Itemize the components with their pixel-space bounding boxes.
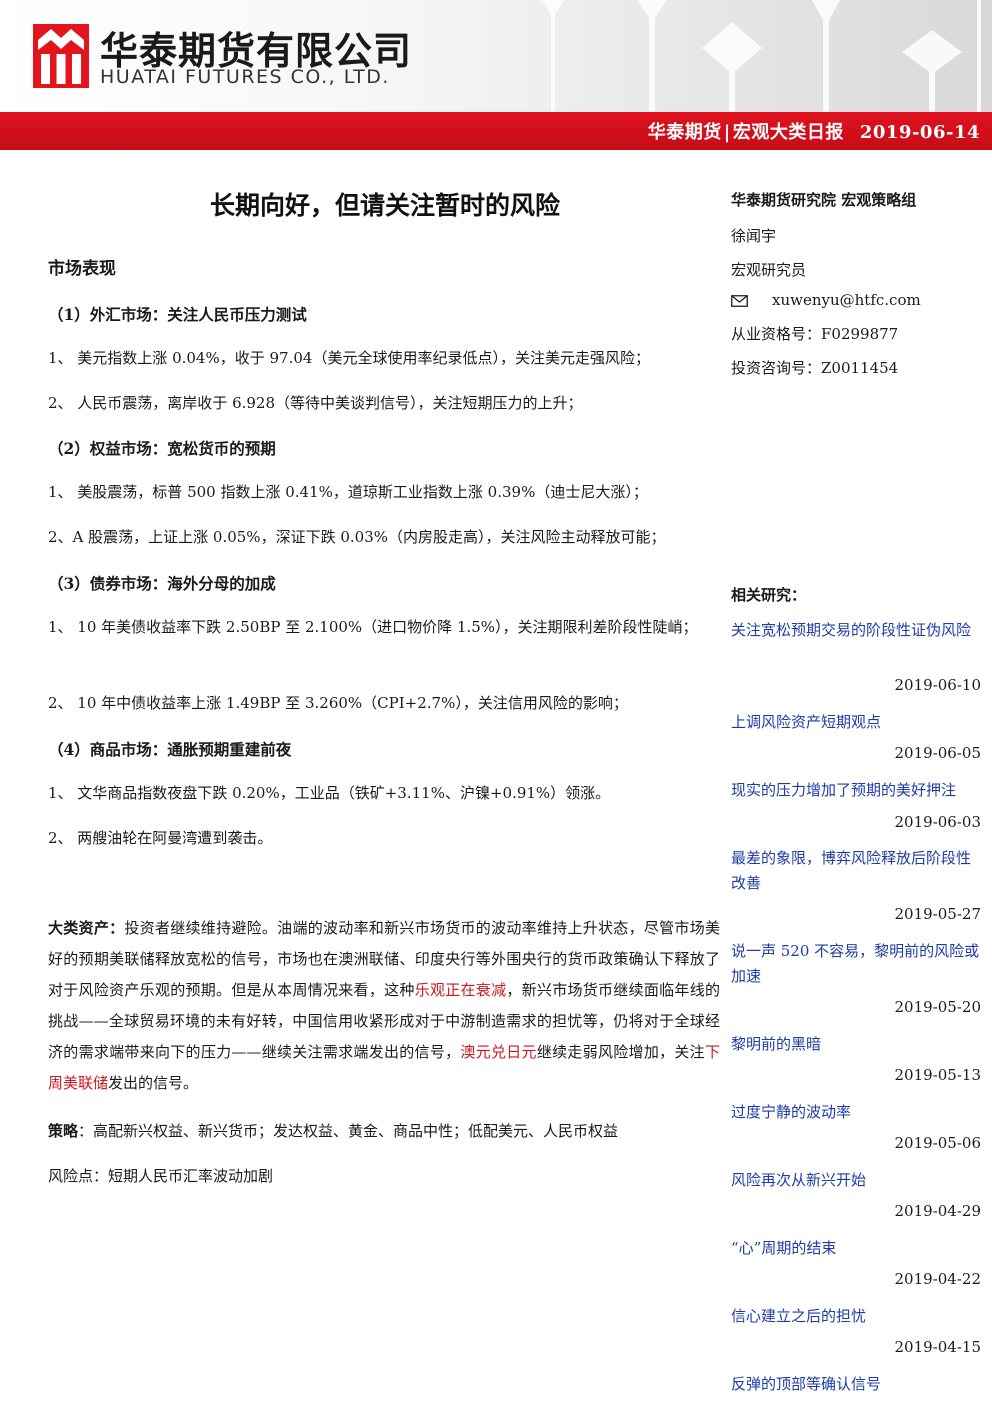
page-header: 华泰期货有限公司 HUATAI FUTURES CO., LTD. — [0, 0, 992, 112]
equity-item-2: 2、A 股震荡，上证上涨 0.05%，深证下跌 0.03%（内房股走高），关注风… — [48, 528, 666, 546]
related-date: 2019-06-05 — [894, 744, 981, 762]
research-org: 华泰期货研究院 宏观策略组 — [731, 191, 917, 209]
related-link[interactable]: 最差的象限，博弈风险释放后阶段性改善 — [731, 849, 972, 892]
related-date: 2019-05-27 — [894, 905, 981, 923]
related-link[interactable]: 说一声 520 不容易，黎明前的风险或加速 — [731, 942, 980, 985]
related-date: 2019-05-20 — [894, 998, 981, 1016]
asset-text-3: 继续走弱风险增加，关注 — [536, 1043, 705, 1061]
commodity-heading: （4）商品市场：通胀预期重建前夜 — [48, 740, 292, 759]
related-date: 2019-05-06 — [894, 1134, 981, 1152]
banner-date: 2019-06-14 — [859, 122, 980, 143]
asset-highlight-3: 下周美联储 — [48, 1043, 720, 1092]
commodity-item-2: 2、 两艘油轮在阿曼湾遭到袭击。 — [48, 829, 273, 847]
related-link[interactable]: 黎明前的黑暗 — [731, 1035, 822, 1053]
related-research-title: 相关研究： — [731, 586, 807, 604]
author-email[interactable]: xuwenyu@htfc.com — [772, 291, 921, 309]
related-link[interactable]: 关注宽松预期交易的阶段性证伪风险 — [731, 621, 972, 639]
banner-series: 宏观大类日报 — [732, 122, 844, 143]
company-name-cn: 华泰期货有限公司 — [100, 29, 413, 73]
related-date: 2019-06-10 — [894, 676, 981, 694]
asset-text-1: 投资者继续维持避险。油端的波动率和新兴市场货币的波动率维持上升状态，尽管市场美好… — [48, 919, 720, 999]
related-link[interactable]: 过度宁静的波动率 — [731, 1103, 852, 1121]
company-name-en: HUATAI FUTURES CO., LTD. — [100, 66, 390, 88]
fx-item-2: 2、 人民币震荡，离岸收于 6.928（等待中美谈判信号），关注短期压力的上升； — [48, 394, 583, 412]
asset-highlight-1: 乐观正在衰减 — [414, 981, 507, 999]
equity-item-1: 1、 美股震荡，标普 500 指数上涨 0.41%，道琼斯工业指数上涨 0.39… — [48, 483, 648, 501]
related-link[interactable]: 上调风险资产短期观点 — [731, 713, 882, 731]
banner-brand: 华泰期货 — [647, 122, 722, 143]
strategy-label: 策略 — [48, 1122, 79, 1140]
asset-colon: ： — [109, 919, 125, 937]
asset-text-2: ，新兴市场货币继续面临年线的挑战——全球贸易环境的未有好转，中国信用收紧形成对于… — [48, 981, 720, 1061]
report-banner: 华泰期货 | 宏观大类日报 2019-06-14 — [0, 112, 992, 150]
related-link[interactable]: 现实的压力增加了预期的美好押注 — [731, 781, 957, 799]
fx-heading: （1）外汇市场：关注人民币压力测试 — [48, 305, 307, 324]
equity-heading: （2）权益市场：宽松货币的预期 — [48, 439, 276, 458]
related-link[interactable]: 反弹的顶部等确认信号 — [731, 1375, 882, 1393]
asset-label: 大类资产 — [48, 919, 110, 937]
fx-item-1: 1、 美元指数上涨 0.04%，收于 97.04（美元全球使用率纪录低点），关注… — [48, 349, 650, 367]
asset-allocation-paragraph: 大类资产：投资者继续维持避险。油端的波动率和新兴市场货币的波动率维持上升状态，尽… — [48, 913, 720, 1099]
banner-text: 华泰期货 | 宏观大类日报 2019-06-14 — [648, 118, 980, 144]
related-date: 2019-06-03 — [894, 813, 981, 831]
bond-item-2: 2、 10 年中债收益率上涨 1.49BP 至 3.260%（CPI+2.7%）… — [48, 694, 628, 712]
strategy-text: ：高配新兴权益、新兴货币；发达权益、黄金、商品中性；低配美元、人民币权益 — [78, 1122, 619, 1140]
asset-highlight-2: 澳元兑日元 — [460, 1043, 537, 1061]
asset-text-4: 发出的信号。 — [108, 1074, 199, 1092]
related-date: 2019-05-13 — [894, 1066, 981, 1084]
banner-separator: | — [723, 122, 731, 143]
commodity-item-1: 1、 文华商品指数夜盘下跌 0.20%，工业品（铁矿+3.11%、沪镍+0.91… — [48, 784, 611, 802]
header-decoration — [542, 0, 981, 112]
license-number: 从业资格号：F0299877 — [731, 325, 899, 343]
related-date: 2019-04-22 — [894, 1270, 981, 1288]
author-email-row: xuwenyu@htfc.com — [731, 291, 981, 309]
strategy-line: 策略：高配新兴权益、新兴货币；发达权益、黄金、商品中性；低配美元、人民币权益 — [48, 1118, 720, 1144]
bond-item-1: 1、 10 年美债收益率下跌 2.50BP 至 2.100%（进口物价降 1.5… — [48, 618, 698, 636]
related-link[interactable]: “心”周期的结束 — [731, 1239, 837, 1257]
report-title: 长期向好，但请关注暂时的风险 — [209, 191, 560, 220]
mail-icon — [731, 295, 748, 307]
huatai-logo-icon — [33, 24, 89, 88]
author-name: 徐闻宇 — [731, 227, 777, 245]
section-title-market: 市场表现 — [48, 259, 116, 279]
bond-heading: （3）债券市场：海外分母的加成 — [48, 574, 276, 593]
related-date: 2019-04-29 — [894, 1202, 981, 1220]
related-link[interactable]: 风险再次从新兴开始 — [731, 1171, 867, 1189]
related-link[interactable]: 信心建立之后的担忧 — [731, 1307, 867, 1325]
consult-number: 投资咨询号：Z0011454 — [731, 359, 899, 377]
author-role: 宏观研究员 — [731, 261, 807, 279]
risk-line: 风险点：短期人民币汇率波动加剧 — [48, 1167, 274, 1185]
related-date: 2019-04-15 — [894, 1338, 981, 1356]
